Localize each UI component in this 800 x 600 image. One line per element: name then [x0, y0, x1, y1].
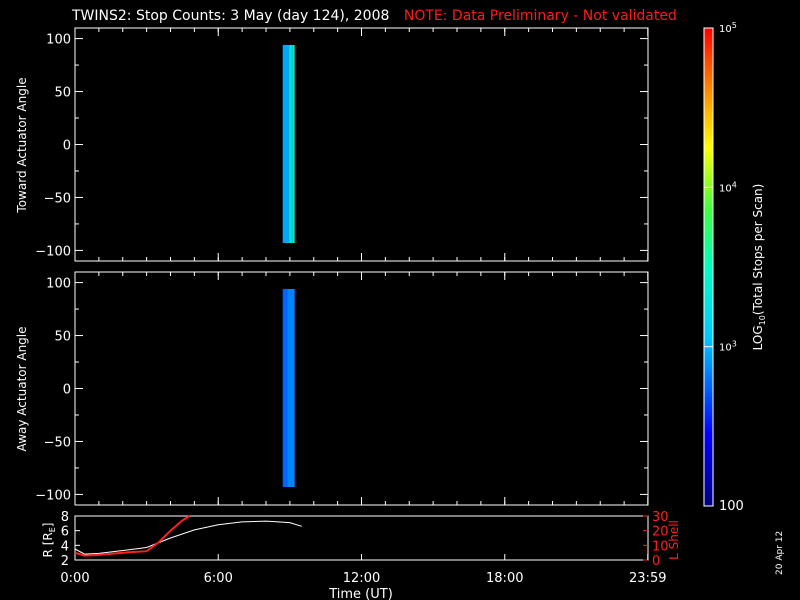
lshell-tick-label: 30	[652, 510, 669, 525]
radius-line	[74, 520, 302, 555]
y-tick-label: 50	[54, 86, 71, 101]
lshell-axis-label: L Shell	[667, 520, 681, 560]
heatmap-cell	[292, 44, 295, 243]
y-tick-label: 0	[63, 139, 71, 154]
colorbar-tick-label: 105	[719, 21, 737, 35]
colorbar	[704, 28, 713, 506]
x-tick-label: 6:00	[204, 571, 233, 586]
x-tick-label: 12:00	[343, 571, 380, 586]
date-stamp: 20 Apr 12	[775, 530, 785, 575]
y-tick-label: 100	[46, 33, 71, 48]
x-axis-label: Time (UT)	[328, 587, 393, 600]
colorbar-label: LOG10(Total Stops per Scan)	[751, 184, 767, 351]
y-tick-label: 50	[54, 330, 71, 345]
away-ylabel: Away Actuator Angle	[15, 326, 29, 451]
x-tick-label: 0:00	[60, 571, 89, 586]
r-tick-label: 6	[61, 525, 69, 540]
lshell-tick-label: 10	[652, 539, 669, 554]
heatmap-cell	[288, 44, 293, 243]
y-tick-label: −100	[35, 244, 71, 259]
colorbar-tick-label: 103	[719, 340, 737, 354]
title-note: NOTE: Data Preliminary - Not validated	[403, 8, 677, 24]
heatmap-cell	[282, 288, 288, 487]
y-tick-label: −100	[35, 488, 71, 503]
toward-ylabel: Toward Actuator Angle	[15, 77, 29, 213]
heatmap-cell	[287, 288, 295, 487]
x-tick-label: 18:00	[486, 571, 523, 586]
orbit-panel-frame	[74, 515, 649, 561]
lshell-tick-label: 20	[652, 525, 669, 540]
x-tick-label: 23:59	[629, 571, 666, 586]
r-tick-label: 4	[61, 539, 69, 554]
toward-panel-frame	[74, 27, 649, 262]
y-tick-label: 100	[46, 277, 71, 292]
heatmap-cell	[282, 44, 289, 243]
toward-heatmap: 100 50 0 −50 −100	[35, 28, 649, 261]
colorbar-ticks: 105 104 103 100	[704, 21, 744, 514]
y-tick-label: −50	[44, 191, 71, 206]
y-tick-label: 0	[63, 383, 71, 398]
away-panel-frame	[74, 271, 649, 506]
colorbar-tick-label: 104	[719, 180, 737, 194]
chart-title: TWINS2: Stop Counts: 3 May (day 124), 20…	[72, 8, 677, 24]
away-heatmap: 100 50 0 −50 −100	[35, 272, 649, 505]
y-tick-label: −50	[44, 435, 71, 450]
r-tick-label: 2	[61, 554, 69, 569]
r-axis-label: R [RE]	[41, 523, 57, 558]
lshell-tick-label: 0	[652, 554, 660, 569]
colorbar-bottom-label: 100	[719, 499, 744, 514]
r-tick-label: 8	[61, 510, 69, 525]
lshell-line	[74, 515, 191, 557]
title-main: TWINS2: Stop Counts: 3 May (day 124), 20…	[72, 8, 390, 24]
